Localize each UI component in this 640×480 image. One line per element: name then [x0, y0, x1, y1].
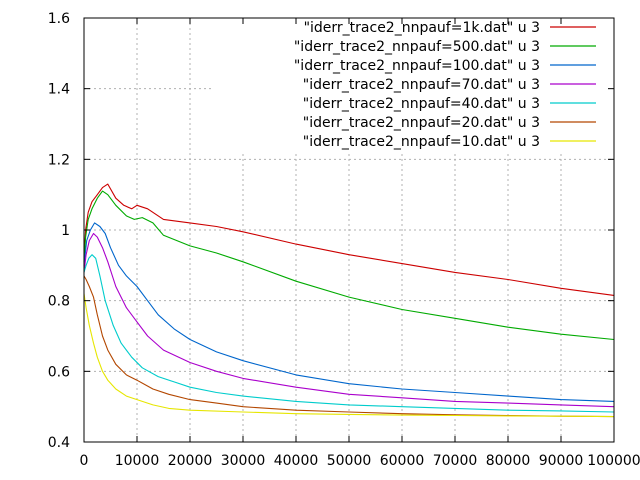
legend-label-6: "iderr_trace2_nnpauf=20.dat" u 3 [303, 115, 540, 131]
x-tick-label: 10000 [115, 453, 160, 469]
x-tick-label: 50000 [327, 453, 372, 469]
series-lines [83, 183, 615, 418]
y-tick-label: 0.4 [48, 435, 70, 451]
legend-label-5: "iderr_trace2_nnpauf=40.dat" u 3 [303, 96, 540, 112]
x-tick-label: 100000 [587, 453, 640, 469]
series-line-6 [83, 275, 615, 418]
series-line-2 [83, 190, 615, 341]
axis-ticks: 0.4 0.6 0.8 1 1.2 1.4 1.6 0 10000 20000 30000 40000… [48, 11, 640, 469]
x-tick-label: 90000 [539, 453, 584, 469]
legend-label-1: "iderr_trace2_nnpauf=1k.dat" u 3 [304, 20, 540, 36]
legend-label-7: "iderr_trace2_nnpauf=10.dat" u 3 [303, 134, 540, 150]
y-tick-label: 1.6 [48, 11, 70, 27]
legend: "iderr_trace2_nnpauf=1k.dat" u 3 "iderr_t… [294, 20, 596, 150]
series-line-1 [83, 183, 615, 296]
series-line-5 [83, 254, 615, 413]
y-tick-label: 1 [61, 223, 70, 239]
x-tick-label: 20000 [168, 453, 213, 469]
y-tick-label: 0.6 [48, 364, 70, 380]
x-tick-label: 30000 [221, 453, 266, 469]
y-tick-label: 1.2 [48, 152, 70, 168]
series-line-7 [83, 293, 615, 418]
legend-label-2: "iderr_trace2_nnpauf=500.dat" u 3 [294, 39, 540, 55]
x-tick-label: 80000 [486, 453, 531, 469]
series-line-3 [83, 222, 615, 402]
x-tick-label: 70000 [433, 453, 478, 469]
y-tick-label: 0.8 [48, 294, 70, 310]
y-tick-label: 1.4 [48, 82, 70, 98]
series-line-4 [83, 232, 615, 408]
x-tick-label: 0 [80, 453, 89, 469]
x-tick-label: 40000 [274, 453, 319, 469]
x-tick-label: 60000 [380, 453, 425, 469]
legend-label-4: "iderr_trace2_nnpauf=70.dat" u 3 [303, 77, 540, 93]
legend-label-3: "iderr_trace2_nnpauf=100.dat" u 3 [294, 58, 540, 74]
